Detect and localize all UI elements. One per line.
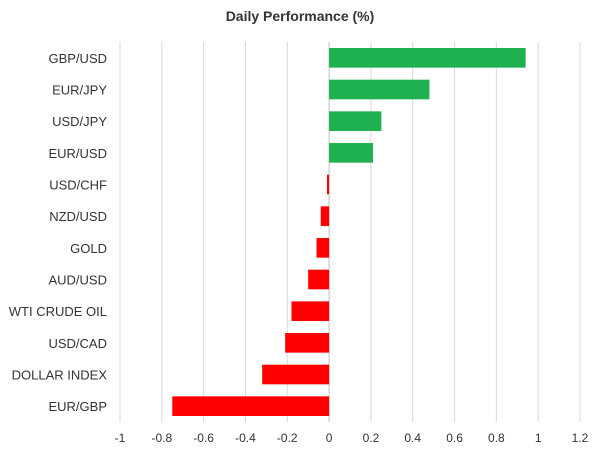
category-label: EUR/GBP [48, 399, 107, 414]
x-tick-label: -0.2 [277, 431, 298, 445]
bar [329, 143, 373, 163]
category-label: USD/CAD [48, 336, 107, 351]
bar [285, 333, 330, 353]
category-label: DOLLAR INDEX [12, 368, 108, 383]
category-label: GBP/USD [48, 51, 107, 66]
category-label: GOLD [70, 241, 107, 256]
x-tick-label: -0.6 [193, 431, 214, 445]
bar [320, 206, 330, 226]
x-tick-label: 1.2 [572, 431, 589, 445]
x-tick-label: 0 [326, 431, 333, 445]
x-tick-label: 0.4 [404, 431, 421, 445]
category-label: EUR/JPY [52, 83, 107, 98]
bar [291, 301, 330, 321]
bar [327, 174, 330, 195]
x-tick-label: 0.8 [488, 431, 505, 445]
bar [329, 79, 430, 100]
category-label: NZD/USD [49, 209, 107, 224]
x-tick-label: 0.6 [446, 431, 463, 445]
chart-title: Daily Performance (%) [225, 8, 375, 24]
category-label: WTI CRUDE OIL [9, 304, 107, 319]
category-label: EUR/USD [48, 146, 107, 161]
x-tick-label: 0.2 [363, 431, 380, 445]
bar [329, 48, 526, 68]
bar [329, 111, 382, 131]
bar [308, 269, 330, 290]
category-label: USD/JPY [52, 114, 107, 129]
x-tick-label: -0.8 [151, 431, 172, 445]
x-tick-label: 1 [535, 431, 542, 445]
x-tick-label: -0.4 [235, 431, 256, 445]
category-label: USD/CHF [49, 178, 107, 193]
bar [172, 396, 330, 416]
x-tick-label: -1 [115, 431, 126, 445]
bar [316, 238, 330, 258]
category-label: AUD/USD [48, 273, 107, 288]
bar [262, 364, 330, 385]
